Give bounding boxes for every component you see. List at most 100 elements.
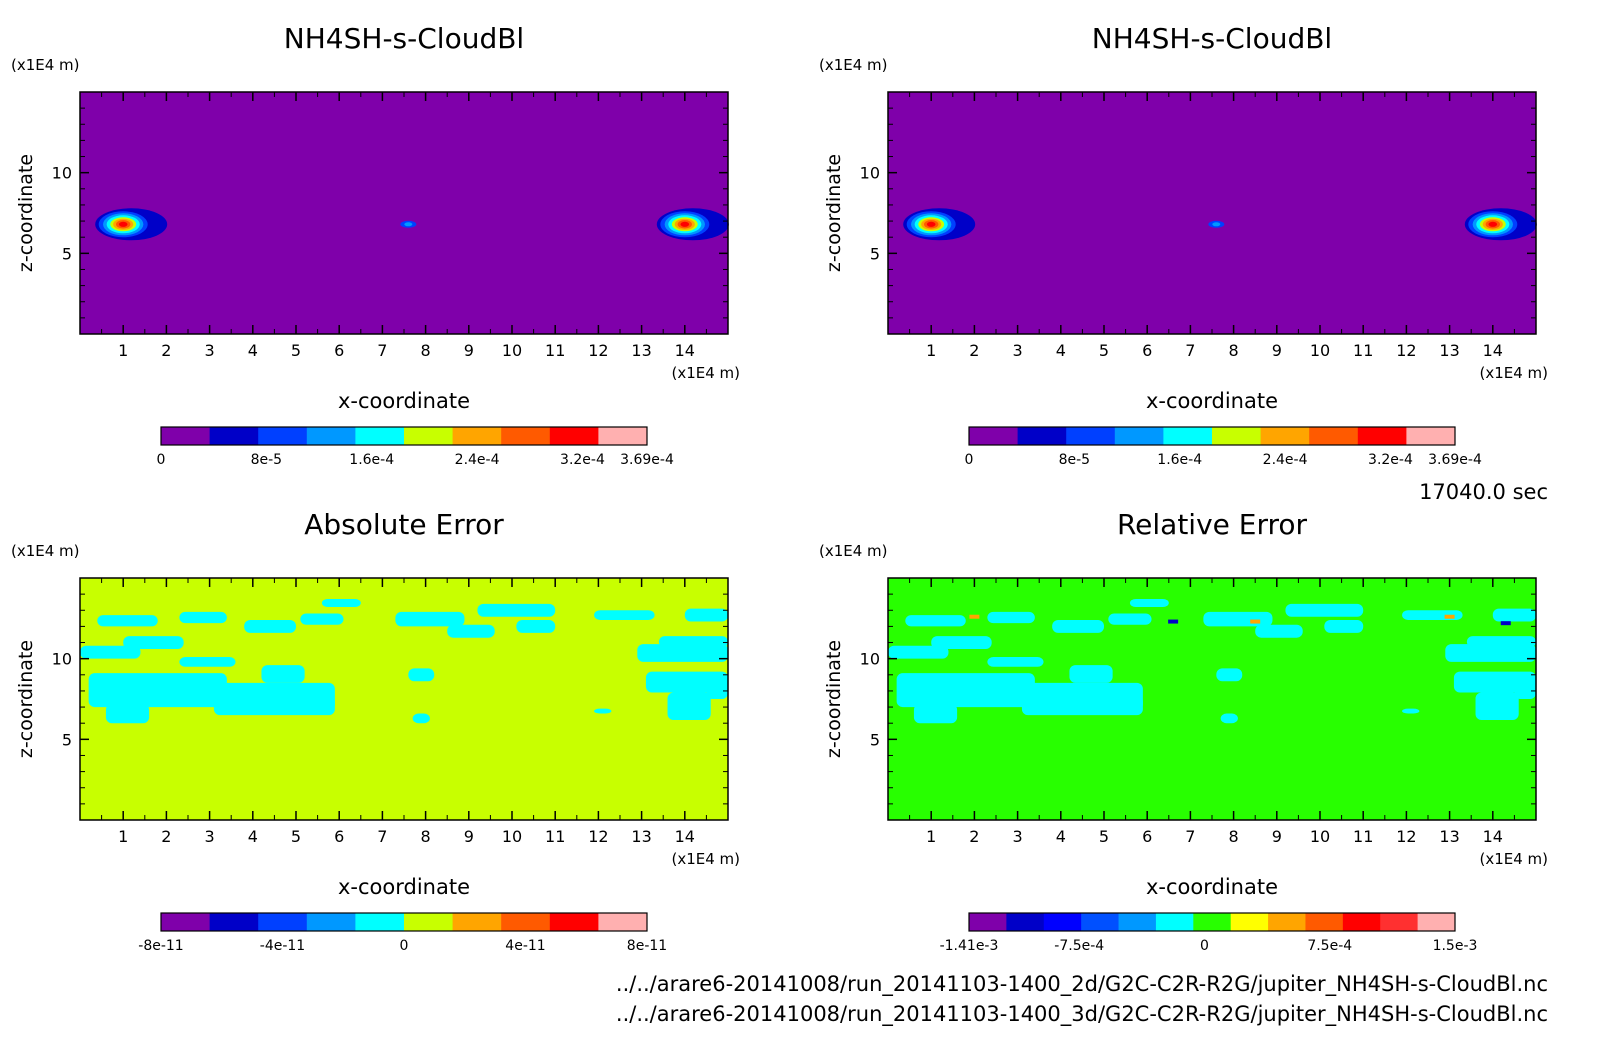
colorbar-tick-label: 0 (1200, 938, 1209, 954)
error-region (1220, 713, 1238, 724)
error-region (1104, 695, 1143, 711)
y-tick-label: 5 (870, 730, 880, 749)
error-region (1402, 708, 1420, 714)
file-path-1: ../../arare6-20141008/run_20141103-1400_… (615, 972, 1548, 996)
error-spot (1250, 619, 1261, 624)
error-region (667, 692, 711, 720)
x-tick-label: 3 (205, 341, 215, 360)
x-tick-label: 10 (1310, 341, 1330, 360)
colorbar-swatch (1114, 427, 1164, 445)
y-axis-label: z-coordinate (15, 640, 37, 758)
colorbar-frame (160, 912, 648, 932)
colorbar-tick-label: 3.2e-4 (560, 452, 605, 468)
error-region (395, 611, 465, 627)
colorbar-swatch (1342, 913, 1381, 931)
colorbar-swatch (598, 913, 648, 931)
x-tick-label: 8 (421, 341, 431, 360)
error-spot (1500, 621, 1511, 626)
error-region (408, 668, 435, 682)
x-tick-label: 14 (1483, 341, 1503, 360)
colorbar-swatch (1212, 427, 1262, 445)
x-tick-label: 5 (1099, 341, 1109, 360)
error-spot (969, 614, 980, 619)
colorbar-swatch (1193, 913, 1232, 931)
colorbar-swatch (1380, 913, 1419, 931)
error-region (888, 645, 949, 659)
error-region (896, 673, 1035, 708)
colorbar-swatch (1305, 913, 1344, 931)
error-region (97, 615, 158, 627)
plot-area (80, 92, 728, 334)
x-tick-label: 11 (1353, 827, 1373, 846)
error-region (88, 673, 227, 708)
colorbar-tick-label: -4e-11 (260, 938, 305, 954)
colorbar-swatch (549, 913, 599, 931)
colorbar-tick-label: 4e-11 (505, 938, 545, 954)
error-region (1216, 668, 1243, 682)
x-tick-label: 8 (421, 827, 431, 846)
colorbar-tick-label: 8e-11 (627, 938, 667, 954)
error-region (179, 657, 236, 667)
error-spot (1444, 614, 1455, 619)
y-tick-label: 5 (62, 244, 72, 263)
colorbar-swatch (1017, 427, 1067, 445)
x-tick-label: 14 (1483, 827, 1503, 846)
error-region (1475, 692, 1519, 720)
colorbar-swatch (209, 427, 259, 445)
x-tick-label: 3 (1013, 341, 1023, 360)
colorbar-swatch (404, 913, 454, 931)
x-tick-label: 12 (1396, 827, 1416, 846)
x-tick-label: 2 (969, 827, 979, 846)
x-axis-label: x-coordinate (1146, 389, 1278, 413)
y-axis-label: z-coordinate (15, 154, 37, 272)
error-region (179, 611, 227, 624)
colorbar-tick-label: -8e-11 (138, 938, 183, 954)
colorbar-swatch (1406, 427, 1456, 445)
error-spot (1168, 619, 1179, 624)
y-unit-label: (x1E4 m) (819, 56, 888, 74)
colorbar-swatch (1043, 913, 1082, 931)
x-tick-label: 12 (1396, 341, 1416, 360)
x-tick-label: 12 (588, 827, 608, 846)
y-tick-label: 10 (860, 164, 880, 183)
x-axis-label: x-coordinate (1146, 875, 1278, 899)
x-tick-label: 6 (1142, 827, 1152, 846)
colorbar-swatch (258, 913, 308, 931)
x-tick-label: 7 (377, 827, 387, 846)
x-tick-label: 5 (291, 341, 301, 360)
x-tick-label: 2 (161, 341, 171, 360)
cloud-blob-contour (118, 221, 128, 227)
colorbar-swatch (209, 913, 259, 931)
x-tick-label: 8 (1229, 341, 1239, 360)
cloud-blob-contour (926, 221, 936, 227)
error-region (261, 665, 305, 683)
error-region (123, 636, 184, 649)
x-tick-label: 1 (926, 827, 936, 846)
colorbar-swatch (969, 427, 1019, 445)
error-region (244, 619, 296, 633)
x-tick-label: 11 (545, 341, 565, 360)
y-axis-label: z-coordinate (823, 154, 845, 272)
colorbar-frame (160, 426, 648, 446)
colorbar-tick-label: 2.4e-4 (455, 452, 500, 468)
colorbar-tick-label: 3.69e-4 (620, 452, 674, 468)
colorbar-tick-label: 0 (400, 938, 409, 954)
colorbar-tick-label: 3.69e-4 (1428, 452, 1482, 468)
error-region (987, 657, 1044, 667)
error-region (905, 615, 966, 627)
chart-title: Relative Error (1117, 508, 1308, 541)
x-unit-label: (x1E4 m) (1479, 364, 1548, 382)
x-tick-label: 10 (502, 827, 522, 846)
x-tick-label: 4 (1056, 827, 1066, 846)
x-tick-label: 8 (1229, 827, 1239, 846)
colorbar-tick-label: 0 (965, 452, 974, 468)
colorbar-tick-label: -1.41e-3 (940, 938, 999, 954)
x-tick-label: 9 (1272, 827, 1282, 846)
error-region (1514, 684, 1536, 699)
error-region (1052, 619, 1104, 633)
colorbar-swatch (969, 913, 1007, 931)
y-axis-label: z-coordinate (823, 640, 845, 758)
colorbar-tick-label: 8e-5 (251, 452, 282, 468)
error-region (1445, 644, 1536, 662)
